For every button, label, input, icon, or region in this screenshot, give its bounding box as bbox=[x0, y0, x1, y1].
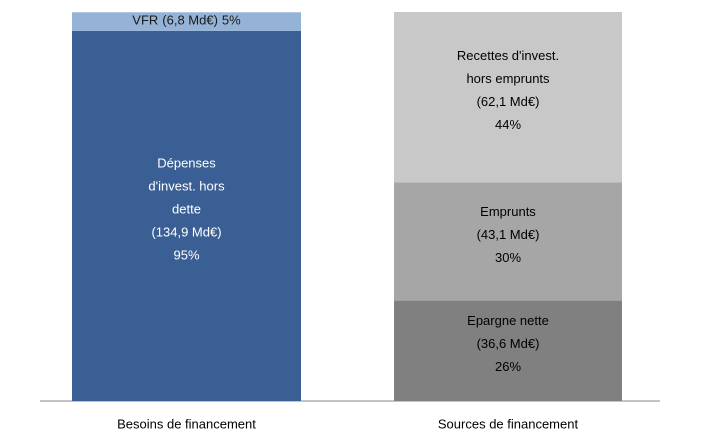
segment-label-line: dette bbox=[172, 201, 201, 216]
segment-label-line: Emprunts bbox=[480, 204, 536, 219]
segment-label: Emprunts (43,1 Md€) 30% bbox=[477, 204, 540, 265]
segment-label-line: d'invest. hors bbox=[148, 178, 225, 193]
segment-label: Recettes d'invest. hors emprunts (62,1 Md€… bbox=[457, 48, 559, 132]
x-tick-label: Besoins de financement bbox=[117, 416, 256, 431]
bar-segment bbox=[394, 300, 622, 401]
bar-segment bbox=[394, 182, 622, 301]
segment-label-line: Dépenses bbox=[157, 155, 216, 170]
segment-label-line: hors emprunts bbox=[466, 71, 550, 86]
label-part: (6,8 Md€) bbox=[162, 13, 218, 28]
bar-segment bbox=[72, 12, 301, 31]
segment-label-line: Epargne nette bbox=[467, 313, 549, 328]
segment-label-line: (36,6 Md€) bbox=[477, 336, 540, 351]
label-part: 5% bbox=[222, 13, 241, 28]
segment-label: VFR (6,8 Md€) 5% bbox=[132, 13, 241, 28]
segment-label-line: 26% bbox=[495, 359, 521, 374]
segment-label-line: 44% bbox=[495, 117, 521, 132]
bar-segment bbox=[72, 30, 301, 401]
segment-label-line: (62,1 Md€) bbox=[477, 94, 540, 109]
segment-label-line: (134,9 Md€) bbox=[151, 224, 221, 239]
x-tick-label: Sources de financement bbox=[438, 416, 579, 431]
bar-segment bbox=[394, 12, 622, 183]
segment-label: Epargne nette (36,6 Md€) 26% bbox=[467, 313, 549, 374]
segment-label-line: 30% bbox=[495, 250, 521, 265]
label-part: VFR bbox=[132, 13, 158, 28]
segment-label-line: Recettes d'invest. bbox=[457, 48, 559, 63]
segment-label: Dépenses d'invest. hors dette (134,9 Md€) 95… bbox=[148, 155, 225, 262]
segment-label-line: (43,1 Md€) bbox=[477, 227, 540, 242]
segment-label-line: 95% bbox=[173, 247, 199, 262]
segment-label-text: VFR (6,8 Md€) 5% bbox=[132, 13, 241, 28]
